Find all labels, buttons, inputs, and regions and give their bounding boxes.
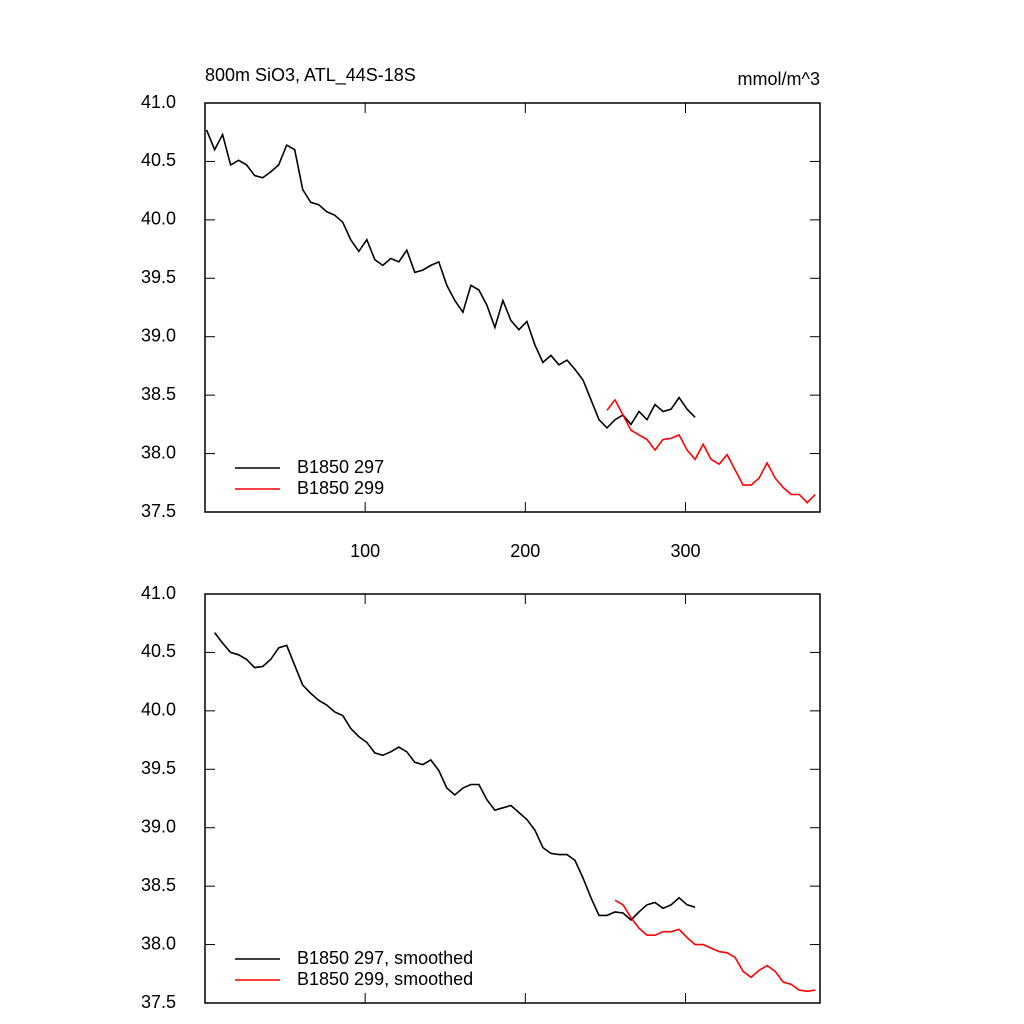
legend-label: B1850 297, smoothed: [297, 948, 473, 968]
y-tick-label: 38.5: [141, 875, 176, 895]
y-tick-label: 40.0: [141, 700, 176, 720]
x-tick-label: 200: [510, 541, 540, 561]
y-tick-label: 38.5: [141, 384, 176, 404]
y-tick-label: 39.0: [141, 325, 176, 345]
series-line: [205, 129, 696, 430]
x-tick-label: 100: [350, 541, 380, 561]
y-tick-label: 41.0: [141, 583, 176, 603]
y-tick-label: 40.0: [141, 209, 176, 229]
chart-title: 800m SiO3, ATL_44S-18S: [205, 65, 416, 86]
series-line: [614, 899, 816, 993]
plot-frame: [204, 102, 821, 513]
y-tick-label: 39.0: [141, 816, 176, 836]
y-tick-label: 41.0: [141, 92, 176, 112]
legend-label: B1850 299: [297, 478, 384, 498]
y-tick-label: 39.5: [141, 267, 176, 287]
y-tick-label: 38.0: [141, 442, 176, 462]
y-tick-label: 40.5: [141, 641, 176, 661]
series-line: [213, 632, 696, 922]
plot-frame: [204, 593, 821, 1004]
y-tick-label: 40.5: [141, 150, 176, 170]
series-line: [606, 398, 816, 504]
y-tick-label: 38.0: [141, 933, 176, 953]
legend-label: B1850 297: [297, 457, 384, 477]
y-tick-label: 39.5: [141, 758, 176, 778]
y-tick-label: 37.5: [141, 992, 176, 1012]
x-tick-label: 300: [670, 541, 700, 561]
units-label: mmol/m^3: [738, 69, 820, 89]
legend-label: B1850 299, smoothed: [297, 969, 473, 989]
y-tick-label: 37.5: [141, 501, 176, 521]
